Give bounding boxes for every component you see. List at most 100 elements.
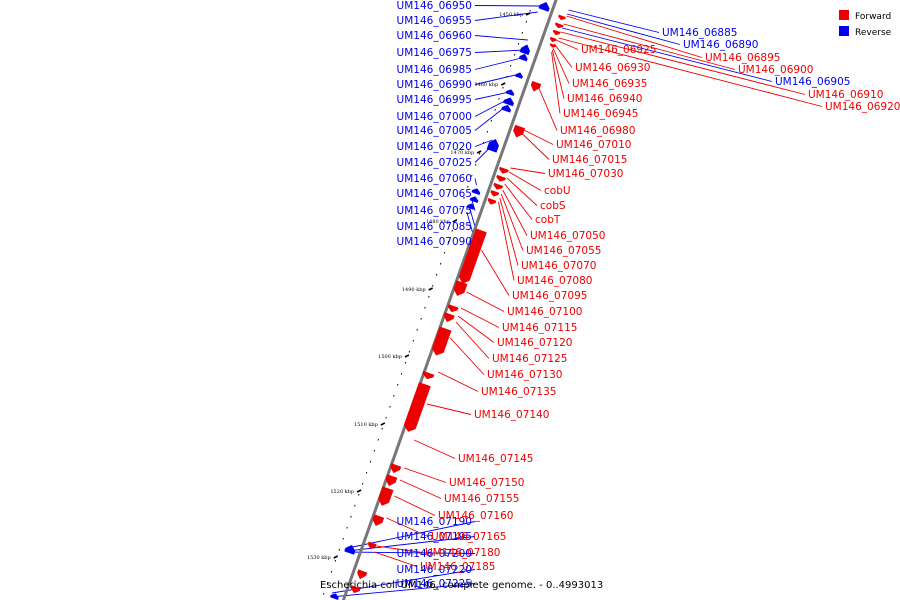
gene-label-left: UM146_07200 (397, 548, 472, 560)
scale-track-dot (482, 141, 485, 144)
leader-line (346, 551, 476, 554)
gene-label-left: UM146_07000 (397, 111, 472, 123)
forward-gene (378, 486, 394, 506)
forward-gene (372, 514, 385, 527)
scale-tick (428, 287, 433, 291)
gene-label-right: UM146_07185 (420, 561, 495, 573)
leader-line (504, 183, 533, 220)
leader-line (474, 74, 516, 85)
leader-line (558, 37, 823, 107)
leader-line (468, 205, 476, 227)
scale-track-dot (338, 548, 341, 551)
forward-gene (403, 382, 431, 432)
leader-line (538, 87, 558, 131)
gene-label-right: UM146_06925 (581, 44, 656, 56)
scale-track-dot (459, 207, 461, 210)
gene-label-left: UM146_07090 (397, 236, 472, 248)
scale-track-dot (381, 427, 383, 430)
forward-gene (447, 304, 459, 313)
gene-label-left: UM146_07085 (397, 221, 472, 233)
scale-tick-label: 1450 kbp (499, 12, 523, 18)
reverse-gene (519, 44, 530, 56)
scale-track-dot (404, 361, 407, 364)
forward-gene (350, 585, 361, 594)
gene-label-right: UM146_06945 (563, 108, 638, 120)
genome-axis (322, 0, 558, 600)
gene-label-right: UM146_07135 (481, 386, 556, 398)
scale-track-dot (346, 526, 348, 529)
legend-reverse-swatch (839, 26, 849, 36)
leader-line (554, 43, 573, 68)
leader-line (374, 551, 418, 567)
scale-track-dot (439, 262, 442, 265)
scale-track-dot (377, 438, 379, 441)
scale-track-dot (322, 592, 325, 595)
forward-gene (513, 124, 526, 138)
scale-track-dot (365, 471, 368, 474)
scale-track-dot (358, 493, 360, 496)
leader-line (563, 23, 736, 70)
gene-label-left: UM146_06995 (397, 94, 472, 106)
forward-gene (453, 280, 468, 296)
scale-track-dot (451, 229, 454, 232)
gene-label-left: UM146_07060 (397, 173, 472, 185)
gene-label-right: UM146_06930 (575, 62, 650, 74)
forward-gene (422, 371, 435, 380)
gene-label-left: UM146_06960 (397, 30, 472, 42)
scale-tick-label: 1490 kbp (402, 287, 426, 293)
gene-label-right: cobU (544, 185, 571, 197)
scale-tick-label: 1520 kbp (330, 489, 354, 495)
scale-track-dot (342, 537, 344, 540)
gene-label-right: cobS (540, 200, 566, 212)
gene-labels: UM146_06950 UM146_06955 UM146_06960 UM146_0… (397, 0, 900, 590)
reverse-gene (501, 104, 512, 113)
scale-track-dot (525, 20, 528, 23)
scale-track-dot (373, 449, 376, 452)
gene-features (329, 1, 566, 600)
gene-label-right: UM146_07015 (552, 154, 627, 166)
legend-forward-label: Forward (855, 12, 891, 22)
gene-label-right: UM146_07165 (431, 531, 506, 543)
leader-line (426, 403, 472, 415)
scale-track-dot (334, 559, 337, 562)
scale-track-dot (361, 482, 364, 485)
leader-line (394, 495, 436, 516)
leader-line (474, 91, 510, 100)
forward-gene (367, 541, 377, 550)
gene-label-right: UM146_07160 (438, 510, 513, 522)
leader-line (376, 545, 423, 553)
reverse-gene (486, 139, 499, 153)
legend-forward-swatch (839, 10, 849, 20)
leader-line (551, 51, 561, 114)
leader-line (466, 291, 505, 312)
scale-track-dot (428, 295, 430, 298)
gene-label-top-right: UM146_06900 (738, 64, 813, 76)
reverse-gene (503, 97, 514, 107)
leader-line (474, 49, 525, 53)
forward-gene (443, 312, 455, 323)
leader-line (500, 193, 524, 251)
reverse-gene (344, 544, 356, 555)
gene-label-right: UM146_07010 (556, 139, 631, 151)
leader-line (523, 129, 554, 145)
gene-label-right: UM146_07145 (458, 453, 533, 465)
scale-ticks: 1450 kbp 1460 kbp 1470 kbp 1480 kbp 1490 kbp… (307, 12, 531, 561)
forward-gene (549, 36, 557, 43)
forward-gene (385, 474, 398, 487)
forward-gene (490, 189, 500, 197)
gene-label-right: UM146_07140 (474, 409, 549, 421)
leader-line (568, 9, 660, 33)
scale-track-dot (506, 75, 508, 78)
scale-track-dot (509, 64, 512, 67)
gene-label-right: UM146_07095 (512, 290, 587, 302)
scale-tick-label: 1510 kbp (354, 422, 378, 428)
gene-label-left: UM146_07065 (397, 188, 472, 200)
gene-label-top-right: UM146_06905 (775, 76, 850, 88)
scale-track-dot (463, 196, 465, 199)
leader-line (474, 178, 477, 186)
scale-track-dot (350, 515, 352, 518)
scale-track-dot (474, 163, 477, 166)
gene-label-right: UM146_07080 (517, 275, 592, 287)
forward-gene (496, 174, 506, 182)
gene-label-top-right: UM146_06920 (825, 101, 900, 113)
